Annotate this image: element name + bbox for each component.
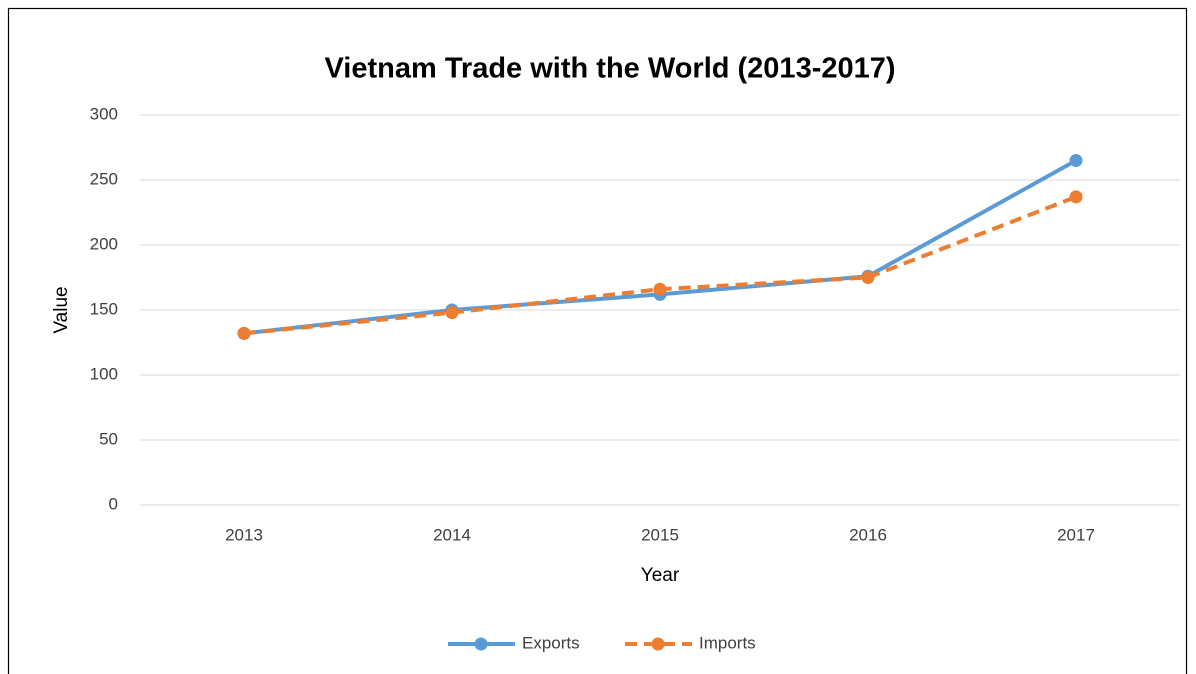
x-tick-label: 2016 bbox=[849, 525, 887, 544]
y-axis-label: Value bbox=[51, 286, 72, 333]
y-tick-label: 150 bbox=[90, 299, 118, 318]
legend-label: Exports bbox=[522, 633, 580, 652]
x-axis-label: Year bbox=[641, 565, 680, 586]
data-point bbox=[1069, 154, 1083, 167]
x-tick-label: 2017 bbox=[1057, 525, 1095, 544]
chart-border bbox=[7, 7, 1188, 674]
chart-title: Vietnam Trade with the World (2013-2017) bbox=[324, 53, 895, 85]
data-point bbox=[861, 271, 875, 284]
data-point bbox=[237, 326, 251, 340]
data-point bbox=[1069, 190, 1083, 204]
legend-label: Imports bbox=[699, 633, 756, 652]
x-tick-label: 2015 bbox=[641, 525, 679, 544]
y-tick-label: 200 bbox=[90, 234, 118, 253]
y-tick-label: 300 bbox=[90, 104, 118, 123]
x-tick-label: 2014 bbox=[433, 525, 471, 544]
y-tick-label: 250 bbox=[90, 169, 118, 188]
x-tick-label: 2013 bbox=[225, 525, 263, 544]
data-point bbox=[445, 306, 459, 320]
legend-marker bbox=[474, 637, 488, 651]
y-tick-label: 0 bbox=[109, 494, 118, 513]
y-tick-label: 50 bbox=[99, 429, 118, 448]
y-tick-label: 100 bbox=[90, 364, 118, 383]
legend-marker bbox=[651, 637, 665, 651]
data-point bbox=[653, 282, 667, 296]
